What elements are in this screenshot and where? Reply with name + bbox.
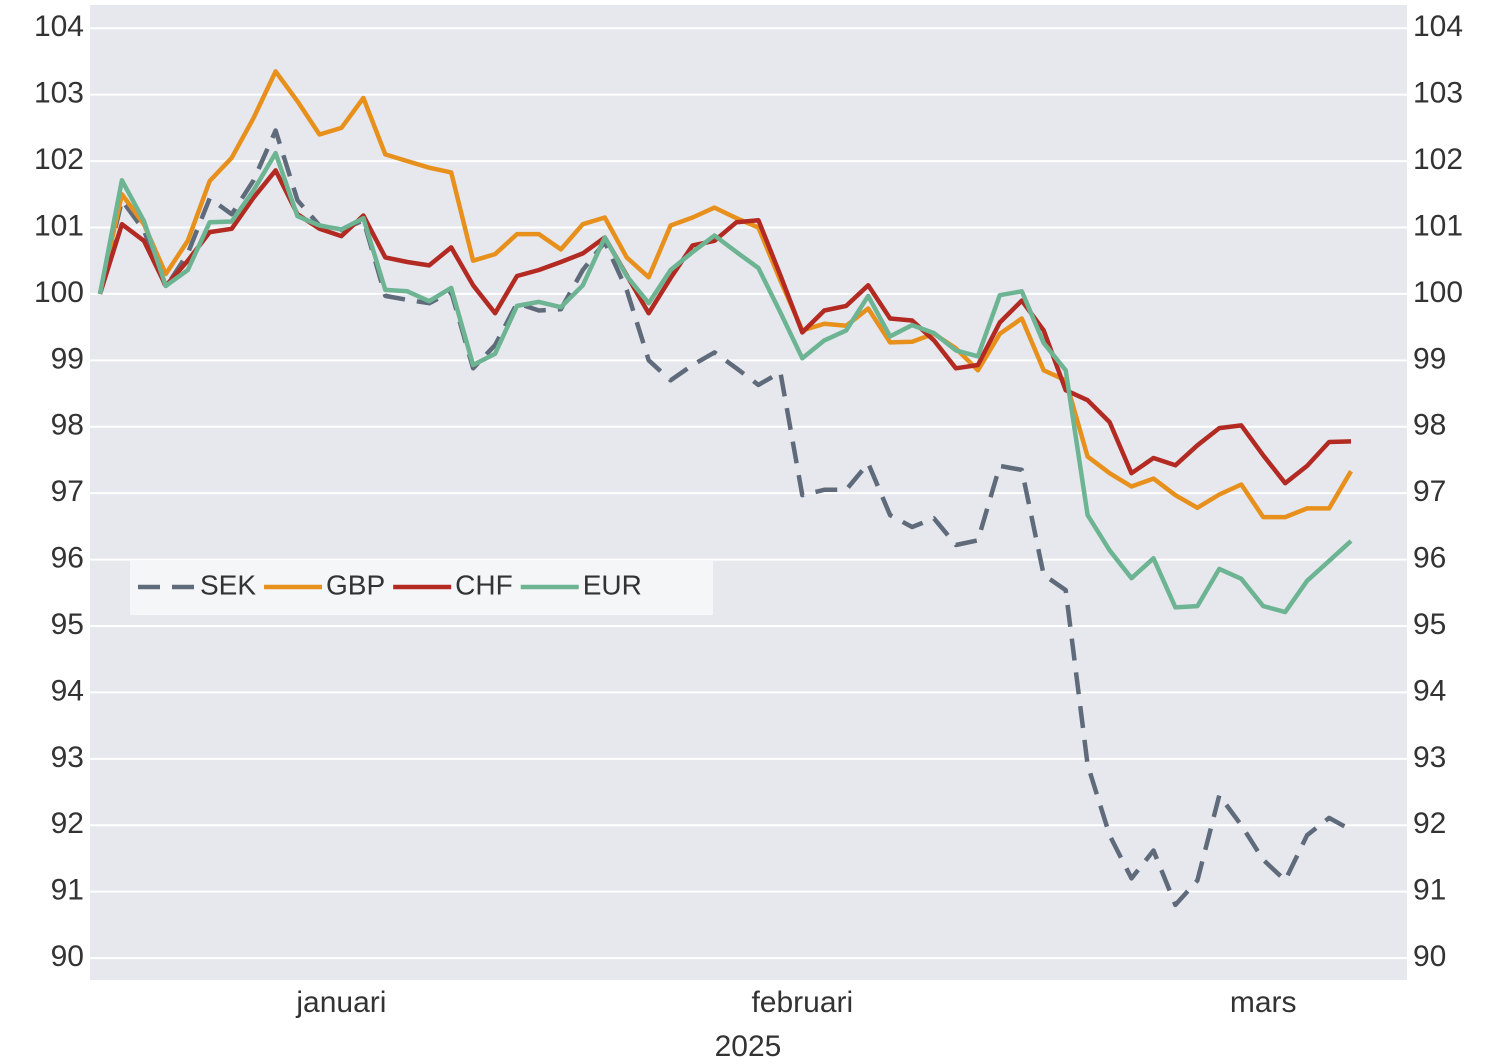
y-tick-label: 92: [51, 807, 84, 840]
legend-label: CHF: [455, 569, 513, 600]
legend-label: GBP: [326, 569, 385, 600]
y2-tick-label: 104: [1413, 10, 1463, 43]
grid: [90, 27, 1407, 960]
series-line: [97, 150, 1353, 615]
y2-tick-label: 97: [1413, 475, 1446, 508]
y2-tick-label: 95: [1413, 608, 1446, 641]
y-tick-label: 90: [51, 940, 84, 973]
x-tick-label: januari: [295, 986, 386, 1019]
series-line: [97, 69, 1353, 520]
y2-tick-label: 93: [1413, 741, 1446, 774]
y-tick-label: 91: [51, 874, 84, 907]
y-tick-label: 98: [51, 409, 84, 442]
legend-label: EUR: [583, 569, 642, 600]
y-tick-label: 103: [34, 77, 84, 110]
y-tick-label: 95: [51, 608, 84, 641]
legend-label: SEK: [200, 569, 256, 600]
y2-tick-label: 96: [1413, 542, 1446, 575]
y-tick-label: 101: [34, 209, 84, 242]
y-tick-label: 99: [51, 342, 84, 375]
y-tick-label: 104: [34, 10, 84, 43]
x-axis-label: 2025: [715, 1030, 782, 1063]
y-tick-label: 94: [51, 674, 84, 707]
x-tick-label: februari: [751, 986, 853, 1019]
y2-tick-label: 103: [1413, 77, 1463, 110]
y2-tick-label: 101: [1413, 209, 1463, 242]
y2-tick-label: 102: [1413, 143, 1463, 176]
y-tick-label: 100: [34, 276, 84, 309]
legend: SEK GBP CHF EUR: [138, 569, 642, 600]
y2-tick-label: 98: [1413, 409, 1446, 442]
y2-tick-label: 91: [1413, 874, 1446, 907]
y-tick-label: 93: [51, 741, 84, 774]
y2-tick-label: 92: [1413, 807, 1446, 840]
y-tick-label: 102: [34, 143, 84, 176]
y2-tick-label: 99: [1413, 342, 1446, 375]
y2-tick-label: 100: [1413, 276, 1463, 309]
lines: [97, 69, 1353, 908]
y2-tick-label: 90: [1413, 940, 1446, 973]
y-tick-label: 97: [51, 475, 84, 508]
x-tick-label: mars: [1230, 986, 1297, 1019]
y2-tick-label: 94: [1413, 674, 1446, 707]
y-tick-label: 96: [51, 542, 84, 575]
